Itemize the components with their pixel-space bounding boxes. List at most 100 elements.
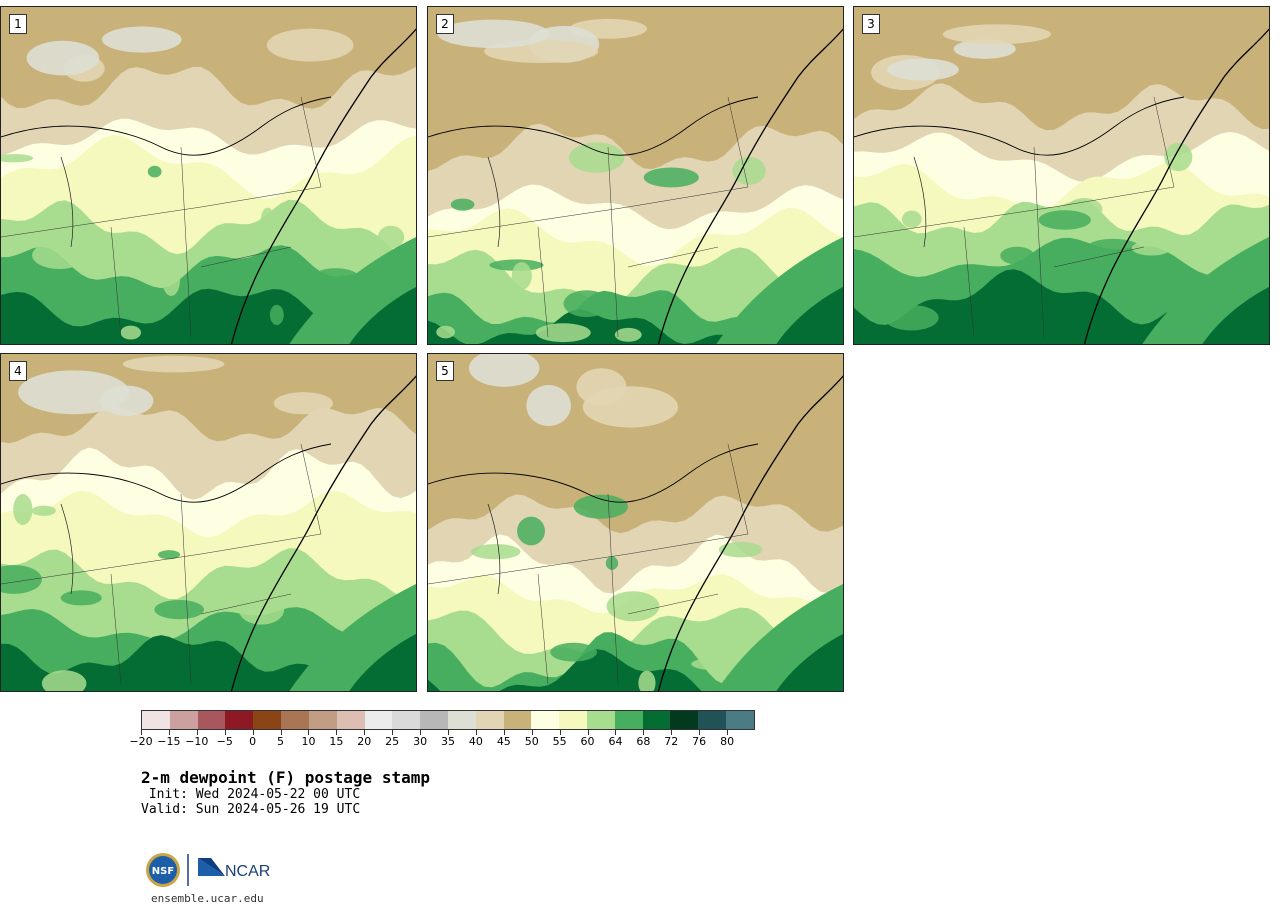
dewpoint-map <box>1 7 416 344</box>
state-border <box>727 96 749 188</box>
ocean-very-moist-area <box>776 287 843 344</box>
moisture-patch <box>614 327 642 342</box>
dewpoint-colorbar <box>141 710 755 730</box>
dewpoint-map <box>428 7 843 344</box>
moisture-patch <box>162 265 180 296</box>
colorbar-swatch <box>587 711 615 729</box>
state-border <box>200 246 292 268</box>
colorbar-tick-label: −5 <box>216 735 233 748</box>
colorbar-tick <box>699 730 701 735</box>
low-dewpoint-patch <box>101 26 182 53</box>
colorbar-swatch <box>559 711 587 729</box>
colorbar-tick <box>336 730 338 735</box>
colorbar-tick-label: −20 <box>129 735 153 748</box>
lake-michigan-shore <box>913 156 927 248</box>
state-border <box>627 593 719 615</box>
moisture-patch <box>535 323 591 343</box>
colorbar-tick-label: 40 <box>468 735 483 748</box>
map-panel-4: 4 <box>0 353 417 692</box>
state-border <box>537 226 549 338</box>
colorbar-tick-label: 30 <box>413 735 428 748</box>
low-dewpoint-patch <box>26 40 100 76</box>
coastline <box>657 375 843 691</box>
colorbar-tick-label: 76 <box>692 735 707 748</box>
state-border <box>537 573 549 685</box>
coastline <box>657 28 843 344</box>
moisture-patch <box>643 167 699 188</box>
nsf-logo-text: NSF <box>152 866 174 877</box>
colorbar-tick-label: 35 <box>441 735 455 748</box>
colorbar-tick <box>615 730 617 735</box>
moisture-patch <box>1 565 42 594</box>
moisture-patch <box>568 142 625 173</box>
moisture-patch <box>691 657 746 671</box>
colorbar-tick <box>643 730 645 735</box>
moisture-patch <box>573 494 628 519</box>
colorbar-swatch <box>253 711 282 729</box>
moisture-patch <box>436 325 456 339</box>
colorbar-swatch <box>142 711 170 729</box>
moisture-patch <box>901 210 922 228</box>
dewpoint-map <box>854 7 1269 344</box>
coastline <box>230 375 416 691</box>
moisture-patch <box>517 516 545 546</box>
colorbar-tick-label: 0 <box>249 735 257 748</box>
colorbar-tick-label: 5 <box>277 735 285 748</box>
lake-michigan-shore <box>60 503 74 595</box>
dewpoint-band <box>428 649 843 691</box>
colorbar-swatch <box>475 711 504 729</box>
coastline <box>230 28 416 344</box>
colorbar-tick <box>727 730 729 735</box>
state-border <box>607 146 619 338</box>
moisture-patch <box>884 304 939 331</box>
colorbar-tick <box>559 730 561 735</box>
colorbar-tick <box>531 730 533 735</box>
valid-time: Valid: Sun 2024-05-26 19 UTC <box>141 802 361 817</box>
state-border <box>627 246 719 268</box>
moisture-patch <box>732 156 766 185</box>
colorbar-tick-label: 25 <box>385 735 400 748</box>
state-border <box>300 96 322 188</box>
ocean-very-moist-area <box>349 634 416 691</box>
colorbar-tick <box>196 730 198 735</box>
moisture-patch <box>1 594 29 607</box>
colorbar-tick-label: 55 <box>552 735 567 748</box>
state-border <box>200 186 322 208</box>
moisture-patch <box>31 505 56 516</box>
state-border <box>727 443 749 535</box>
low-dewpoint-patch <box>953 39 1016 59</box>
state-border <box>110 573 122 685</box>
panel-number-label: 5 <box>436 361 454 381</box>
colorbar-swatch <box>447 711 476 729</box>
moisture-patch <box>1085 238 1141 259</box>
colorbar-tick <box>475 730 477 735</box>
low-dewpoint-patch <box>887 58 959 81</box>
moisture-patch <box>377 225 405 249</box>
moisture-patch <box>32 241 87 270</box>
colorbar-swatch <box>698 711 727 729</box>
map-panel-1: 1 <box>0 6 417 345</box>
moisture-patch <box>41 670 87 691</box>
dewpoint-map <box>428 354 843 691</box>
great-lakes-shore <box>854 96 1185 156</box>
moisture-patch <box>60 590 102 606</box>
colorbar-tick <box>308 730 310 735</box>
colorbar-swatch <box>225 711 254 729</box>
low-dewpoint-patch <box>18 370 130 415</box>
moisture-patch <box>260 207 275 232</box>
state-border <box>854 206 1055 238</box>
colorbar-swatch <box>169 711 198 729</box>
moisture-patch <box>154 600 204 620</box>
site-url: ensemble.ucar.edu <box>151 892 264 905</box>
state-border <box>428 553 629 585</box>
colorbar-tick-label: 20 <box>357 735 372 748</box>
colorbar-tick <box>392 730 394 735</box>
colorbar-tick-label: 72 <box>664 735 679 748</box>
state-border <box>1 553 202 585</box>
ocean-very-moist-area <box>349 287 416 344</box>
state-border <box>607 493 619 685</box>
colorbar-tick <box>252 730 254 735</box>
colorbar-tick <box>364 730 366 735</box>
moisture-patch <box>718 541 763 558</box>
map-panel-5: 5 <box>427 353 844 692</box>
